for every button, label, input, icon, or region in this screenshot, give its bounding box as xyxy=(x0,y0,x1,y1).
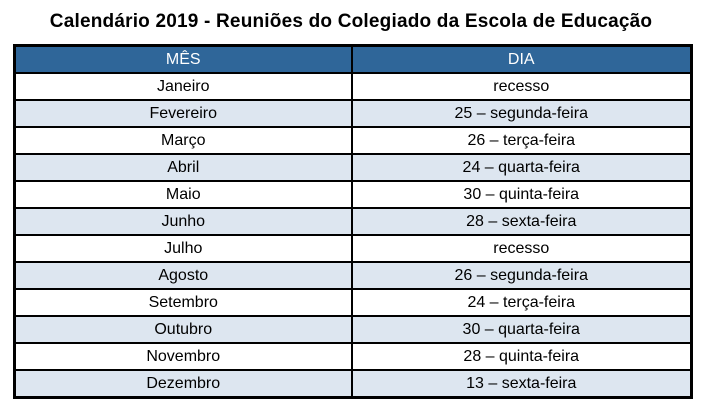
month-cell: Agosto xyxy=(13,261,353,290)
month-cell: Junho xyxy=(13,207,353,236)
day-cell: 30 – quarta-feira xyxy=(350,315,693,344)
table-row: Maio 30 – quinta-feira xyxy=(13,180,693,209)
table-header: MÊS DIA xyxy=(13,44,693,74)
month-cell: Março xyxy=(13,126,353,155)
table-row: Setembro 24 – terça-feira xyxy=(13,288,693,317)
table-row: Julho recesso xyxy=(13,234,693,263)
day-cell: 28 – sexta-feira xyxy=(350,207,693,236)
day-cell: recesso xyxy=(350,72,693,101)
table-row: Dezembro 13 – sexta-feira xyxy=(13,369,693,399)
day-cell: 26 – segunda-feira xyxy=(350,261,693,290)
month-cell: Novembro xyxy=(13,342,353,371)
day-cell: 25 – segunda-feira xyxy=(350,99,693,128)
column-header-dia: DIA xyxy=(350,44,693,74)
column-header-mes: MÊS xyxy=(13,44,353,74)
month-cell: Abril xyxy=(13,153,353,182)
calendar-table: MÊS DIA Janeiro recesso Fevereiro 25 – segu… xyxy=(13,44,693,399)
table-row: Outubro 30 – quarta-feira xyxy=(13,315,693,344)
day-cell: 26 – terça-feira xyxy=(350,126,693,155)
table-row: Janeiro recesso xyxy=(13,72,693,101)
month-cell: Dezembro xyxy=(13,369,353,399)
day-cell: 28 – quinta-feira xyxy=(350,342,693,371)
month-cell: Julho xyxy=(13,234,353,263)
page-title: Calendário 2019 - Reuniões do Colegiado … xyxy=(49,11,653,32)
month-cell: Fevereiro xyxy=(13,99,353,128)
month-cell: Setembro xyxy=(13,288,353,317)
month-cell: Outubro xyxy=(13,315,353,344)
month-cell: Maio xyxy=(13,180,353,209)
table-row: Fevereiro 25 – segunda-feira xyxy=(13,99,693,128)
table-row: Junho 28 – sexta-feira xyxy=(13,207,693,236)
day-cell: 24 – quarta-feira xyxy=(350,153,693,182)
header-row: MÊS DIA xyxy=(13,44,693,74)
table-body: Janeiro recesso Fevereiro 25 – segunda-feir… xyxy=(13,72,693,399)
table-row: Novembro 28 – quinta-feira xyxy=(13,342,693,371)
table-row: Abril 24 – quarta-feira xyxy=(13,153,693,182)
day-cell: 13 – sexta-feira xyxy=(350,369,693,399)
day-cell: 30 – quinta-feira xyxy=(350,180,693,209)
table-row: Agosto 26 – segunda-feira xyxy=(13,261,693,290)
table-row: Março 26 – terça-feira xyxy=(13,126,693,155)
day-cell: recesso xyxy=(350,234,693,263)
day-cell: 24 – terça-feira xyxy=(350,288,693,317)
month-cell: Janeiro xyxy=(13,72,353,101)
